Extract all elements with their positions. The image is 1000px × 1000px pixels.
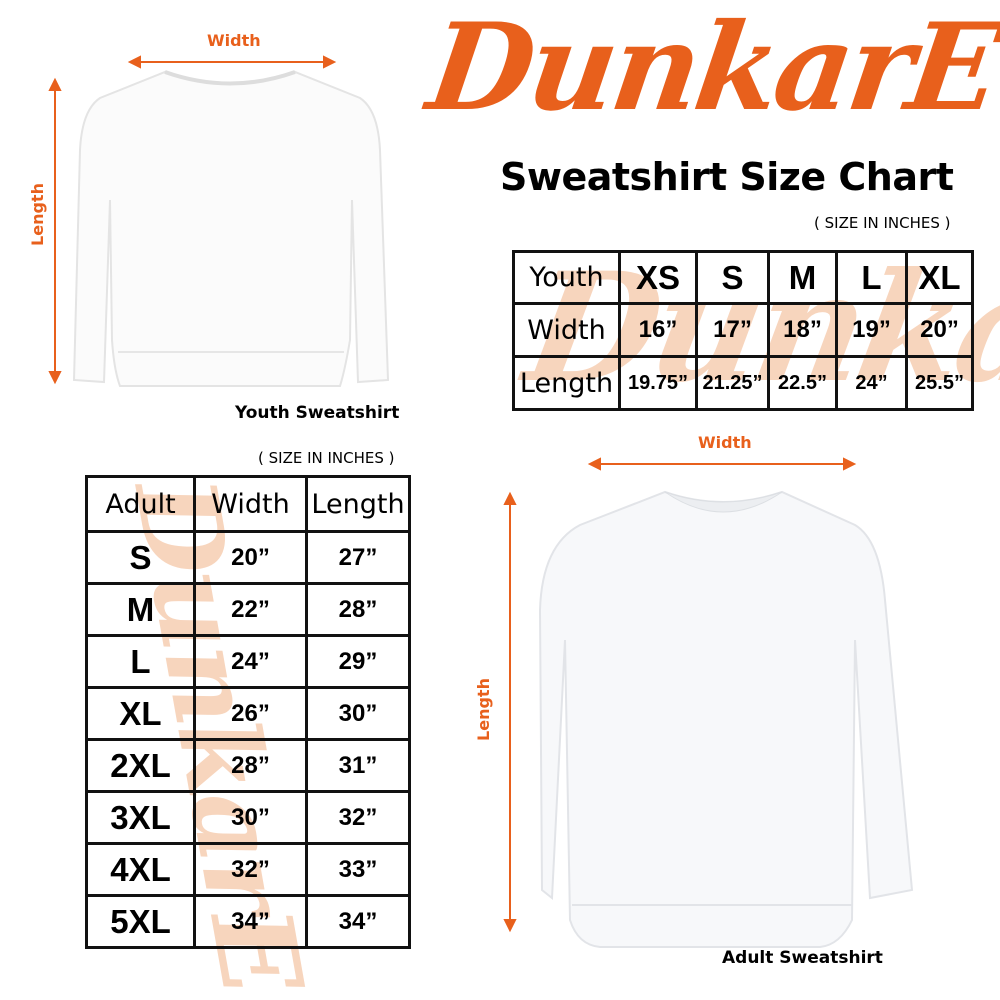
youth-sweatshirt-icon — [72, 70, 390, 387]
table-cell: 29” — [305, 634, 411, 689]
youth-width-label: Width — [207, 31, 261, 50]
size-cell: S — [85, 530, 196, 585]
table-cell: 31” — [305, 738, 411, 793]
table-header-cell: S — [695, 250, 770, 305]
youth-units-note: ( SIZE IN INCHES ) — [814, 214, 951, 232]
table-row: 3XL 30” 32” — [85, 790, 411, 845]
table-cell: 24” — [835, 355, 908, 411]
table-cell: 22.5” — [767, 355, 838, 411]
size-cell: XL — [85, 686, 196, 741]
youth-sweatshirt-diagram — [48, 55, 390, 387]
size-cell: 2XL — [85, 738, 196, 793]
youth-width-arrow — [127, 55, 337, 69]
adult-length-arrow — [503, 491, 517, 933]
table-header-cell: Length — [305, 475, 411, 533]
table-cell: 32” — [305, 790, 411, 845]
adult-caption: Adult Sweatshirt — [722, 948, 883, 968]
table-header-cell: Youth — [512, 250, 621, 305]
table-header-cell: XL — [905, 250, 974, 305]
table-header-cell: L — [835, 250, 908, 305]
table-row: Width 16” 17” 18” 19” 20” — [512, 302, 974, 358]
table-cell: 20” — [193, 530, 308, 585]
size-cell: M — [85, 582, 196, 637]
table-row: Youth XS S M L XL — [512, 250, 974, 305]
table-cell: 26” — [193, 686, 308, 741]
table-cell: 19.75” — [618, 355, 698, 411]
table-cell: 34” — [193, 894, 308, 949]
table-cell: 28” — [193, 738, 308, 793]
size-cell: 3XL — [85, 790, 196, 845]
table-row: 4XL 32” 33” — [85, 842, 411, 897]
table-row: M 22” 28” — [85, 582, 411, 637]
table-cell: 18” — [767, 302, 838, 358]
adult-sweatshirt-diagram — [503, 457, 914, 948]
table-cell: 20” — [905, 302, 974, 358]
adult-size-table: Adult Width Length S 20” 27” M 22” 28” L 24” 29”… — [85, 475, 411, 949]
brand-logo: DunkarE — [420, 0, 1000, 138]
table-header-cell: XS — [618, 250, 698, 305]
table-cell: Length — [512, 355, 621, 411]
size-cell: 5XL — [85, 894, 196, 949]
table-cell: 19” — [835, 302, 908, 358]
page-title: Sweatshirt Size Chart — [500, 155, 954, 199]
table-header-cell: Width — [193, 475, 308, 533]
table-header-cell: M — [767, 250, 838, 305]
table-cell: 28” — [305, 582, 411, 637]
table-cell: 33” — [305, 842, 411, 897]
table-cell: 34” — [305, 894, 411, 949]
table-cell: 16” — [618, 302, 698, 358]
table-row: Adult Width Length — [85, 475, 411, 533]
size-cell: 4XL — [85, 842, 196, 897]
table-row: 5XL 34” 34” — [85, 894, 411, 949]
table-row: S 20” 27” — [85, 530, 411, 585]
table-row: Length 19.75” 21.25” 22.5” 24” 25.5” — [512, 355, 974, 411]
table-cell: 24” — [193, 634, 308, 689]
adult-units-note: ( SIZE IN INCHES ) — [258, 449, 395, 467]
adult-sweatshirt-icon — [538, 490, 914, 948]
table-row: 2XL 28” 31” — [85, 738, 411, 793]
adult-length-label: Length — [473, 678, 493, 741]
table-cell: 30” — [305, 686, 411, 741]
adult-width-arrow — [587, 457, 857, 471]
youth-length-arrow — [48, 77, 62, 385]
youth-length-label: Length — [27, 183, 47, 246]
youth-caption: Youth Sweatshirt — [235, 403, 400, 423]
youth-size-table: Youth XS S M L XL Width 16” 17” 18” 19” … — [512, 250, 974, 411]
adult-width-label: Width — [698, 433, 752, 452]
table-row: XL 26” 30” — [85, 686, 411, 741]
table-cell: Width — [512, 302, 621, 358]
table-row: L 24” 29” — [85, 634, 411, 689]
table-cell: 22” — [193, 582, 308, 637]
size-cell: L — [85, 634, 196, 689]
table-cell: 32” — [193, 842, 308, 897]
table-header-cell: Adult — [85, 475, 196, 533]
table-cell: 30” — [193, 790, 308, 845]
table-cell: 21.25” — [695, 355, 770, 411]
table-cell: 17” — [695, 302, 770, 358]
table-cell: 25.5” — [905, 355, 974, 411]
table-cell: 27” — [305, 530, 411, 585]
